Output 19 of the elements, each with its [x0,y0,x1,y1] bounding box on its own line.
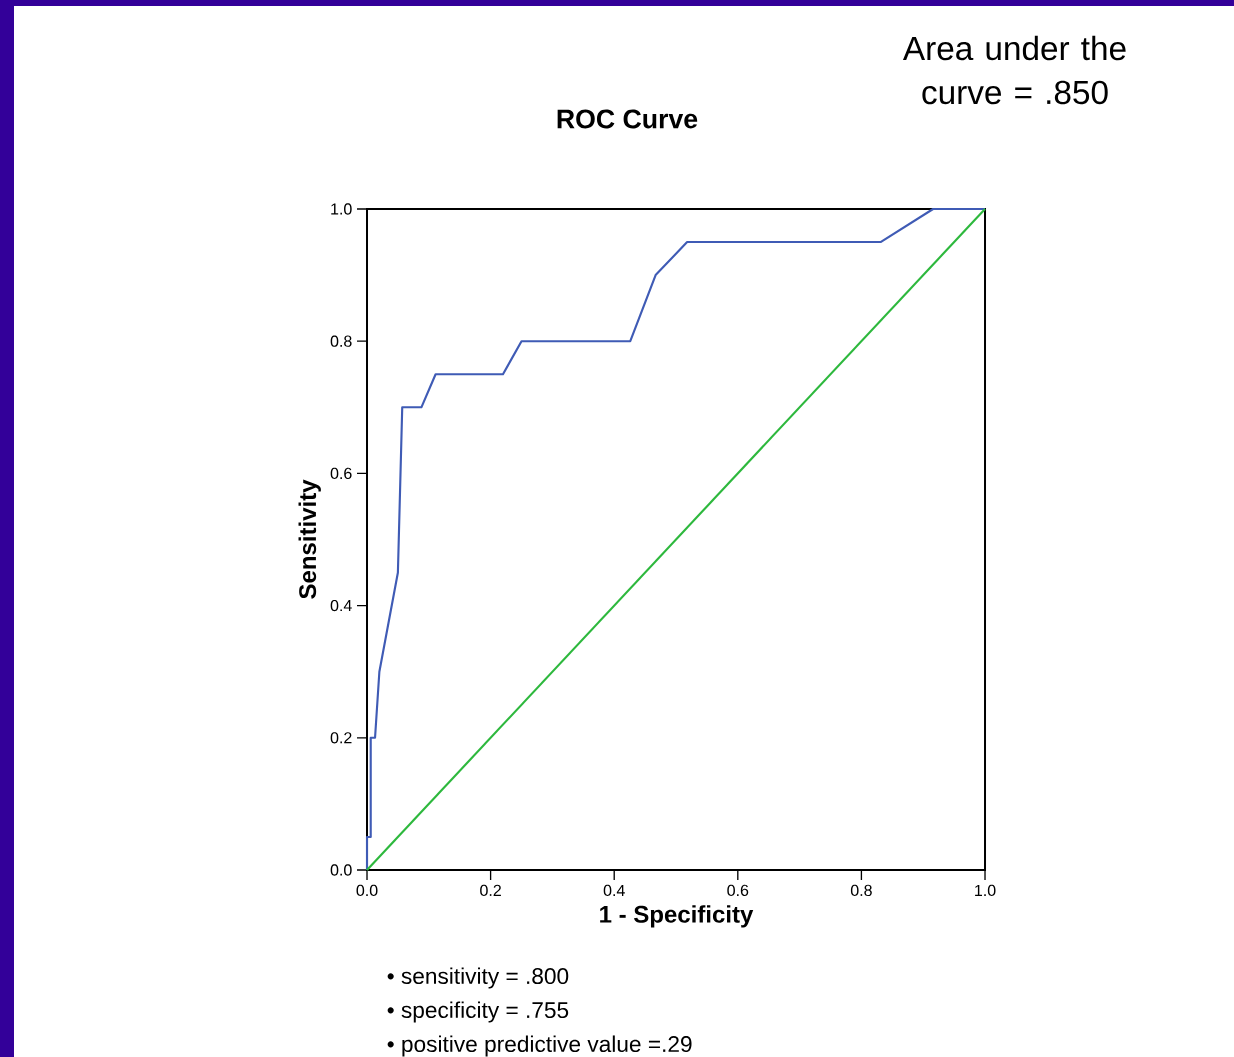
chart-title: ROC Curve [557,109,698,129]
y-tick-label: 1.0 [331,203,352,215]
y-tick-label: 0.2 [330,732,352,744]
x-tick-label: 0.6 [727,884,749,897]
y-tick-label: 0.6 [330,467,352,480]
y-axis-title: Sensitivity [298,479,321,599]
text: • specificity = .755 [387,1001,569,1023]
x-tick-label: 0.8 [850,884,872,897]
text: • positive predictive value =.29 [387,1035,692,1057]
y-tick-label: 0.0 [330,864,352,876]
x-tick-label: 0.0 [356,884,378,897]
x-tick-label: 0.4 [603,884,625,897]
x-axis-title: 1 - Specificity [600,905,754,928]
y-tick-label: 0.4 [330,599,352,612]
text: • sensitivity = .800 [387,967,569,989]
x-tick-label: 0.2 [480,884,501,897]
x-tick-label: 1.0 [975,884,996,897]
y-tick-label: 0.8 [330,335,352,347]
text: Area under the curve = .850 [902,35,1126,105]
